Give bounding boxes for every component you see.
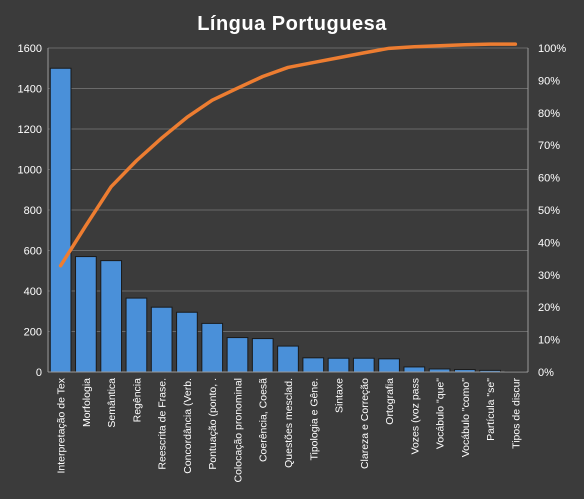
y-tick-label: 0	[36, 367, 42, 379]
y2-tick-label: 0%	[538, 367, 554, 379]
x-category-label: Interpretação de Tex	[56, 377, 68, 473]
x-axis: Interpretação de Tex Morfologia Semântica R…	[48, 371, 528, 482]
x-category-label: Colocação pronominal	[232, 378, 244, 482]
y-tick-label: 600	[24, 246, 42, 258]
bar	[226, 337, 249, 373]
x-category-label: Sintaxe	[334, 378, 346, 413]
y-tick-label: 200	[24, 327, 42, 339]
bar	[327, 357, 350, 373]
chart-title: Língua Portuguesa	[197, 13, 387, 35]
x-category-label: Regência	[131, 378, 143, 423]
y-axis-left: 0 200 400 600 800 1000 1200 1400 1600	[18, 43, 49, 379]
y-tick-label: 1000	[18, 165, 42, 177]
x-category-label: Semântica	[106, 378, 118, 428]
x-category-label: Vocábulo "como"	[460, 378, 472, 458]
bar	[75, 256, 97, 373]
y-tick-label: 800	[24, 205, 42, 217]
y2-tick-label: 60%	[538, 173, 560, 185]
y2-tick-label: 40%	[538, 237, 560, 249]
x-category-label: Questões mesclad.	[283, 378, 295, 468]
cumulative-line-series	[58, 42, 518, 268]
x-category-label: Tipologia e Gêne.	[308, 378, 320, 461]
x-category-label: Vocábulo "que"	[435, 378, 447, 449]
y2-tick-label: 90%	[538, 75, 560, 87]
bar	[403, 366, 426, 373]
y2-tick-label: 100%	[538, 43, 566, 55]
bar	[49, 67, 72, 373]
bar	[125, 297, 148, 373]
x-category-label: Coerência, Coesã	[258, 378, 270, 462]
cumulative-percent-line	[58, 42, 518, 268]
y-tick-label: 1400	[18, 84, 42, 96]
bar	[150, 306, 173, 373]
bar	[201, 322, 224, 373]
x-category-label: Partícula "se"	[485, 378, 497, 441]
bar-series	[49, 67, 527, 373]
y-tick-label: 1600	[18, 43, 42, 55]
x-category-label: Pontuação (ponto, .	[207, 378, 219, 470]
y2-tick-label: 80%	[538, 108, 560, 120]
y-axis-right: 0% 10% 20% 30% 40% 50% 60% 70% 80% 90% 100%	[527, 43, 566, 379]
y-tick-label: 1200	[18, 124, 42, 136]
y2-tick-label: 70%	[538, 140, 560, 152]
y-tick-label: 400	[24, 286, 42, 298]
y2-tick-label: 10%	[538, 335, 560, 347]
x-category-label: Clareza e Correção	[359, 378, 371, 469]
x-category-label: Concordância (Verb.	[182, 378, 194, 474]
y2-tick-label: 30%	[538, 270, 560, 282]
bar	[176, 311, 198, 373]
bar	[100, 260, 123, 373]
x-category-label: Tipos de discur	[510, 378, 522, 449]
x-category-label: Reescrita de Frase.	[157, 378, 169, 470]
x-category-label: Vozes (voz pass	[409, 378, 421, 454]
bar	[302, 357, 325, 373]
bar	[251, 338, 274, 373]
y2-tick-label: 20%	[538, 302, 560, 314]
bar	[352, 357, 375, 373]
y2-tick-label: 50%	[538, 205, 560, 217]
x-category-label: Ortografia	[384, 378, 396, 425]
x-category-label: Morfologia	[81, 378, 93, 427]
bar	[277, 345, 299, 373]
bar	[378, 358, 400, 373]
